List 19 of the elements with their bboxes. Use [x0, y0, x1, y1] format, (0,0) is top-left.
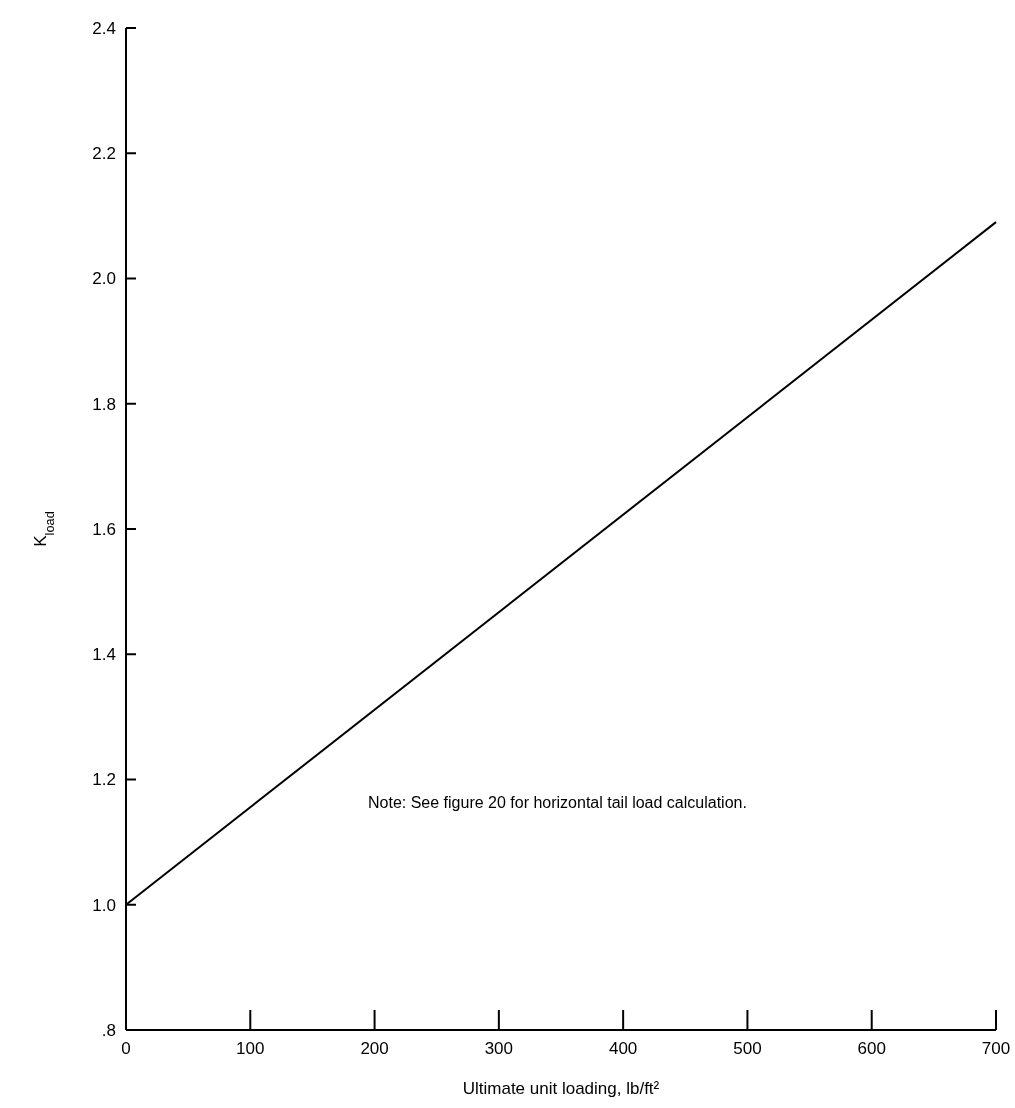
x-axis-title: Ultimate unit loading, lb/ft²	[462, 1079, 660, 1098]
y-tick-label: 1.2	[92, 770, 116, 790]
annotation: Note: See figure 20 for horizontal tail load calculation.	[368, 794, 747, 811]
y-tick-label: 2.2	[92, 144, 116, 164]
y-tick-label: 1.8	[92, 394, 116, 414]
y-tick-label: 1.6	[92, 519, 116, 539]
y-tick-label: 2.0	[92, 269, 116, 289]
x-tick-label: 700	[981, 1039, 1011, 1058]
x-tick-label: 100	[236, 1039, 265, 1058]
y-tick-label: .8	[101, 1020, 116, 1040]
y-tick-label: 1.4	[92, 645, 116, 665]
x-tick-label: 400	[608, 1039, 638, 1058]
x-tick-label: 600	[857, 1039, 886, 1058]
x-tick-label: 0	[121, 1039, 131, 1058]
y-tick-label: 2.4	[92, 18, 116, 38]
x-tick-label: 500	[733, 1039, 762, 1058]
x-tick-label: 200	[360, 1039, 389, 1058]
y-tick-label: 1.0	[92, 895, 116, 915]
x-tick-label: 300	[484, 1039, 514, 1058]
